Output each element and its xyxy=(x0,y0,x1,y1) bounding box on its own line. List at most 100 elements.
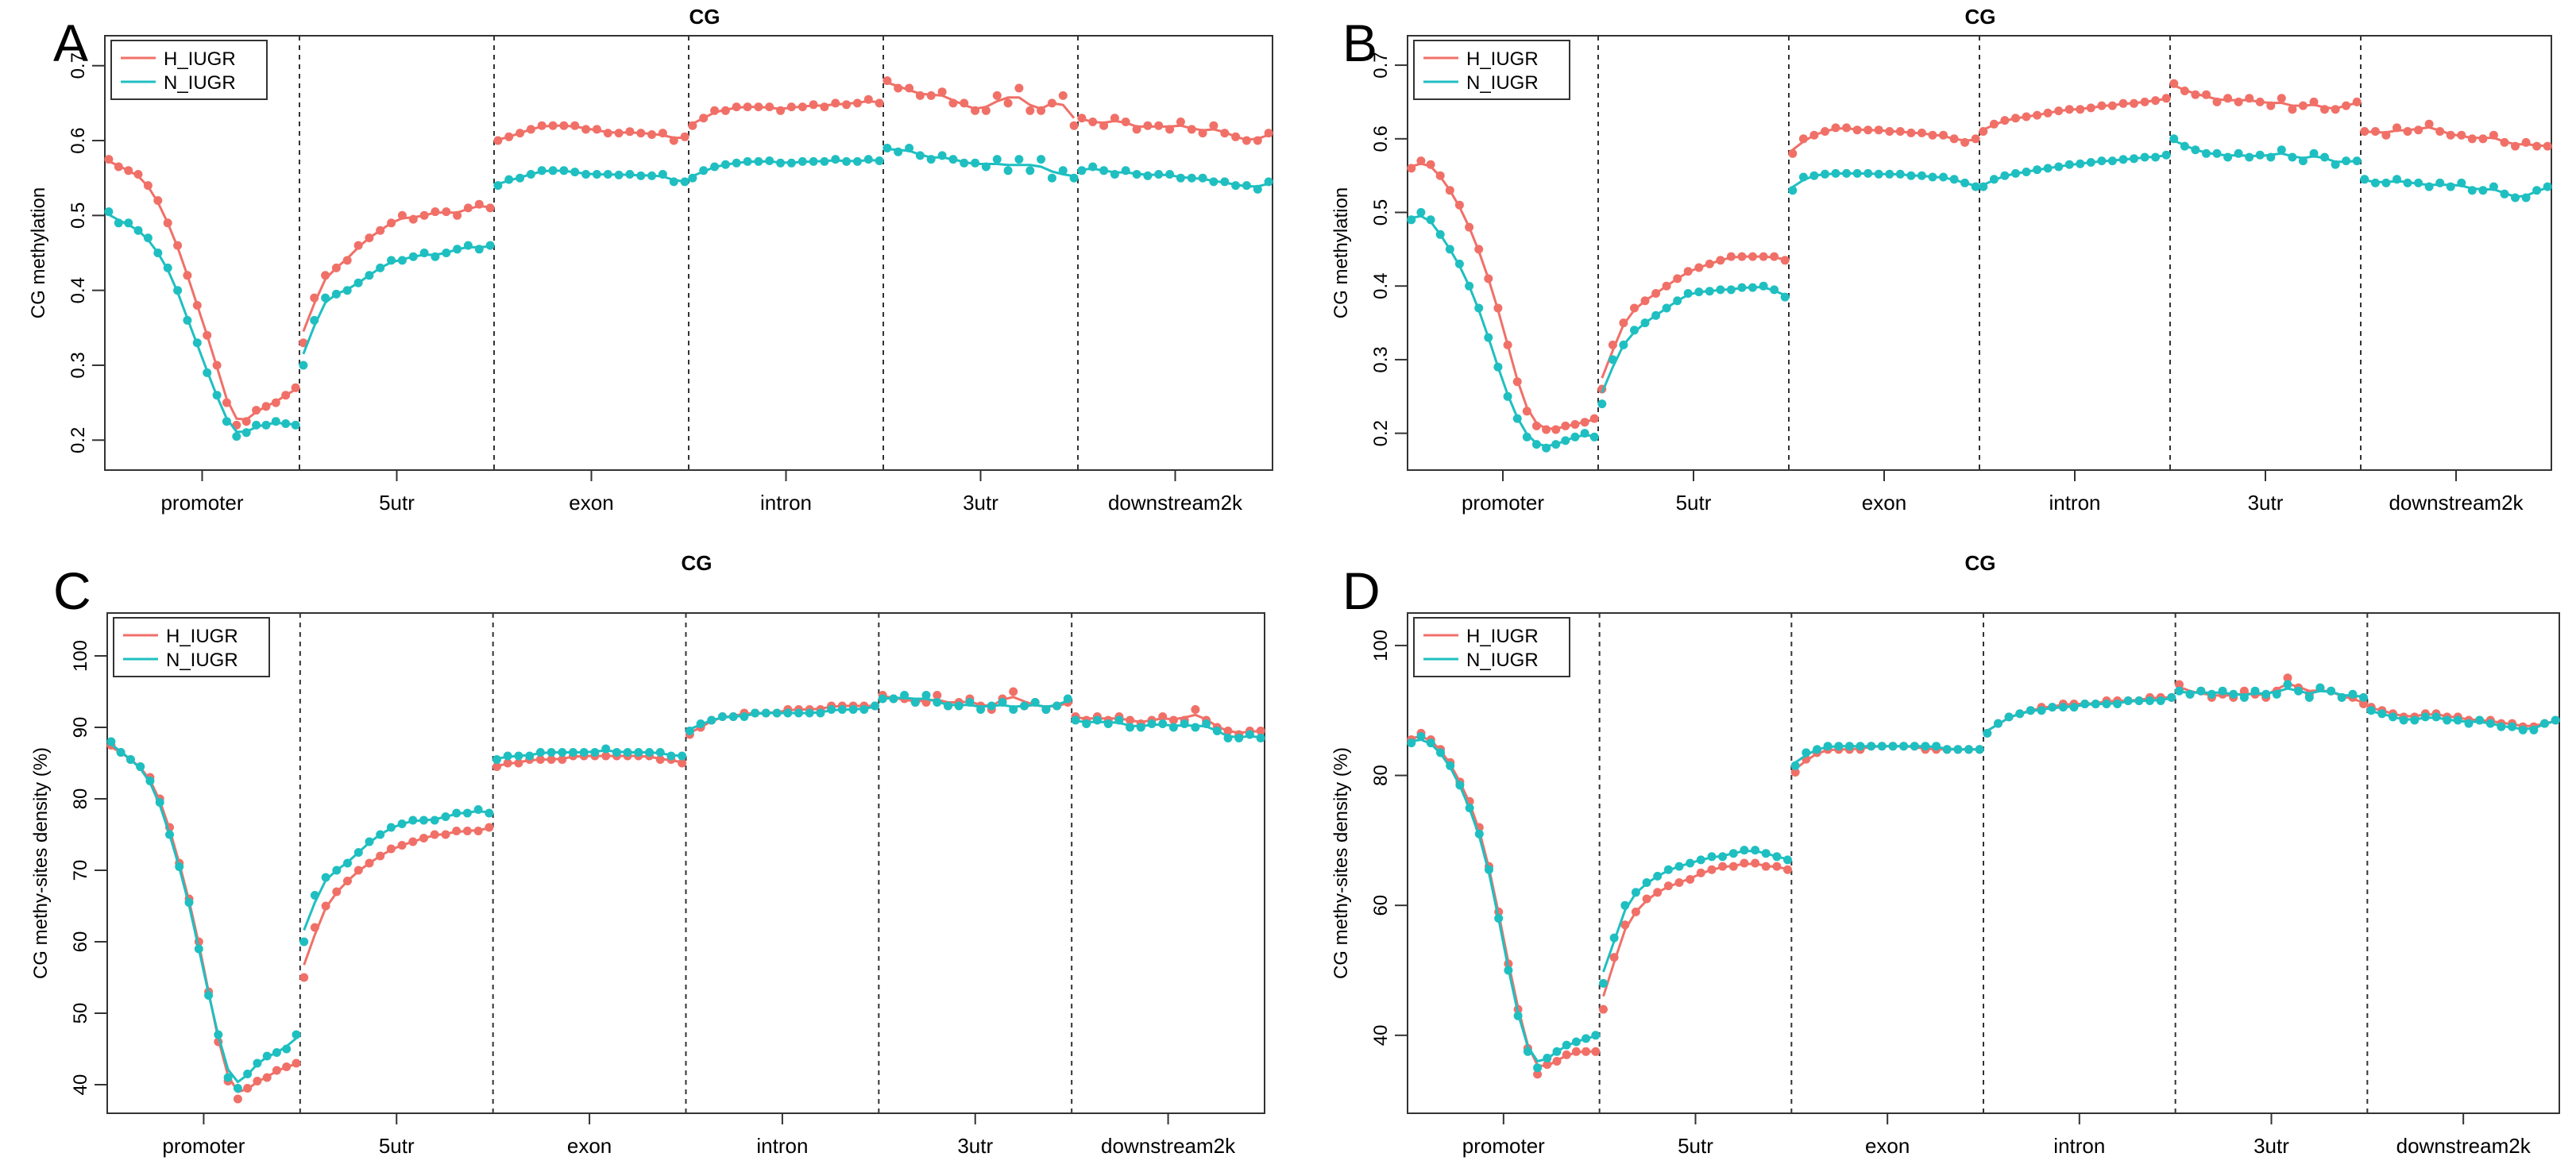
data-point xyxy=(514,751,523,761)
data-point xyxy=(1874,125,1883,135)
data-point xyxy=(124,166,133,175)
series-line xyxy=(2173,139,2358,164)
y-tick-label: 0.3 xyxy=(68,352,89,378)
series-line xyxy=(497,169,686,186)
data-point xyxy=(192,338,202,348)
data-point xyxy=(262,1051,272,1061)
data-point xyxy=(2377,709,2387,719)
data-point xyxy=(831,155,840,164)
data-point xyxy=(2414,125,2423,135)
data-point xyxy=(2489,182,2498,191)
data-point xyxy=(1030,698,1040,707)
data-point xyxy=(636,171,646,180)
data-point xyxy=(253,1058,262,1068)
data-point xyxy=(292,1058,301,1068)
data-point xyxy=(910,698,920,707)
data-point xyxy=(570,121,580,130)
data-point xyxy=(2255,97,2265,106)
data-point xyxy=(1932,742,1941,751)
data-point xyxy=(2399,715,2408,725)
data-point xyxy=(981,162,991,172)
data-point xyxy=(114,218,123,228)
y-tick-label: 0.4 xyxy=(1370,273,1392,299)
data-point xyxy=(926,155,936,164)
series-line xyxy=(886,148,1075,178)
data-point xyxy=(1003,98,1013,108)
data-point xyxy=(243,1084,253,1093)
series-line xyxy=(692,99,880,125)
x-tick-label: promoter xyxy=(162,1134,245,1158)
y-axis-label: CG methylation xyxy=(28,187,49,318)
data-point xyxy=(732,158,741,168)
data-point xyxy=(2457,178,2466,187)
data-point xyxy=(143,233,153,243)
data-point xyxy=(1561,436,1570,445)
data-point xyxy=(1256,727,1265,735)
data-point xyxy=(153,249,163,257)
data-point xyxy=(878,694,887,704)
y-tick-label: 60 xyxy=(70,931,91,953)
data-point xyxy=(1591,1047,1601,1056)
data-point xyxy=(503,751,512,761)
data-point xyxy=(592,170,601,179)
data-point xyxy=(1674,878,1684,887)
data-point xyxy=(1608,355,1617,364)
data-point xyxy=(1582,1047,1591,1056)
data-point xyxy=(2064,160,2074,169)
data-point xyxy=(1231,181,1241,191)
data-point xyxy=(2288,105,2297,114)
x-tick-label: 3utr xyxy=(2248,491,2284,515)
data-point xyxy=(376,263,385,272)
data-point xyxy=(2048,703,2057,712)
data-point xyxy=(1198,129,1207,138)
data-point xyxy=(153,196,163,205)
data-point xyxy=(1842,168,1852,178)
data-point xyxy=(252,420,261,430)
data-point xyxy=(485,808,494,818)
data-point xyxy=(558,755,567,764)
data-point xyxy=(1435,229,1445,239)
data-point xyxy=(1716,256,1725,265)
data-point xyxy=(492,755,501,764)
data-point xyxy=(987,701,996,711)
data-point xyxy=(2022,168,2031,176)
data-point xyxy=(1562,1040,1571,1050)
data-point xyxy=(365,837,374,846)
data-point xyxy=(2037,706,2046,715)
data-point xyxy=(233,1084,242,1093)
data-point xyxy=(1910,742,1919,751)
data-point xyxy=(1474,829,1484,839)
data-point xyxy=(1264,177,1273,187)
data-point xyxy=(2102,700,2111,708)
panel-letter-a: A xyxy=(53,13,88,72)
data-point xyxy=(203,330,212,340)
data-point xyxy=(1551,425,1561,434)
data-point xyxy=(173,286,183,295)
data-point xyxy=(1110,114,1119,123)
data-point xyxy=(1651,289,1661,298)
data-point xyxy=(1176,118,1185,126)
data-point xyxy=(1114,715,1124,725)
data-point xyxy=(537,166,546,175)
data-point xyxy=(299,937,309,947)
legend-entry: H_IUGR xyxy=(166,626,238,647)
data-point xyxy=(1513,1011,1523,1020)
data-point xyxy=(1426,738,1435,748)
data-point xyxy=(485,823,494,832)
data-point xyxy=(680,132,689,141)
data-point xyxy=(1571,1047,1581,1056)
data-point xyxy=(1037,155,1046,164)
data-point xyxy=(473,827,483,835)
data-point xyxy=(894,147,903,156)
data-point xyxy=(548,166,558,175)
data-point xyxy=(1446,761,1455,770)
data-point xyxy=(442,249,451,257)
data-point xyxy=(2180,141,2189,151)
y-tick-label: 0.6 xyxy=(68,127,89,153)
data-point xyxy=(2043,164,2053,173)
series-line xyxy=(1987,696,2172,732)
data-point xyxy=(241,428,251,438)
legend-box xyxy=(1413,40,1570,100)
data-point xyxy=(921,691,931,700)
